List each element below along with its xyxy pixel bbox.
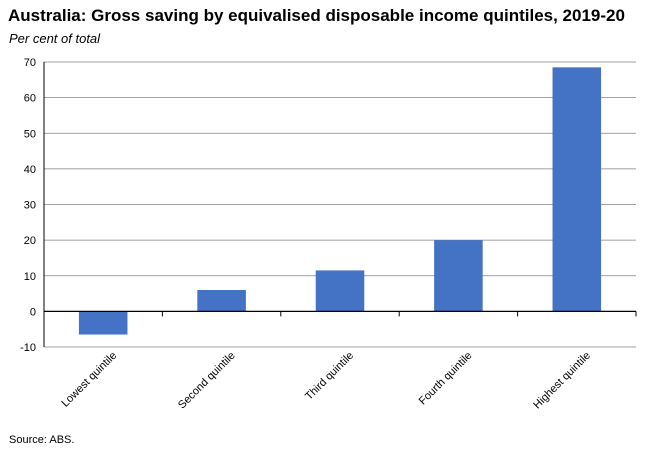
y-tick-label: 20 bbox=[24, 235, 36, 247]
x-category-label: Highest quintile bbox=[531, 350, 593, 412]
bar-5 bbox=[552, 67, 602, 312]
y-tick-label: -10 bbox=[20, 342, 36, 354]
bar-1 bbox=[78, 311, 128, 335]
y-tick-label: 30 bbox=[24, 200, 36, 212]
y-tick-label: 40 bbox=[24, 164, 36, 176]
bar-2 bbox=[197, 290, 246, 312]
bar-4 bbox=[434, 240, 483, 312]
y-tick-label: 60 bbox=[24, 93, 36, 105]
chart-subtitle: Per cent of total bbox=[9, 31, 101, 46]
y-tick-label: 50 bbox=[24, 128, 36, 140]
source-note: Source: ABS. bbox=[9, 434, 75, 446]
x-category-label: Third quintile bbox=[303, 350, 356, 403]
bar-3 bbox=[315, 270, 365, 312]
chart-title: Australia: Gross saving by equivalised d… bbox=[8, 6, 625, 25]
y-tick-label: 70 bbox=[24, 57, 36, 69]
x-category-label: Fourth quintile bbox=[417, 350, 475, 408]
y-tick-label: 10 bbox=[24, 271, 36, 283]
x-category-label: Second quintile bbox=[176, 350, 238, 412]
y-tick-label: 0 bbox=[30, 306, 36, 318]
x-category-label: Lowest quintile bbox=[59, 350, 119, 410]
